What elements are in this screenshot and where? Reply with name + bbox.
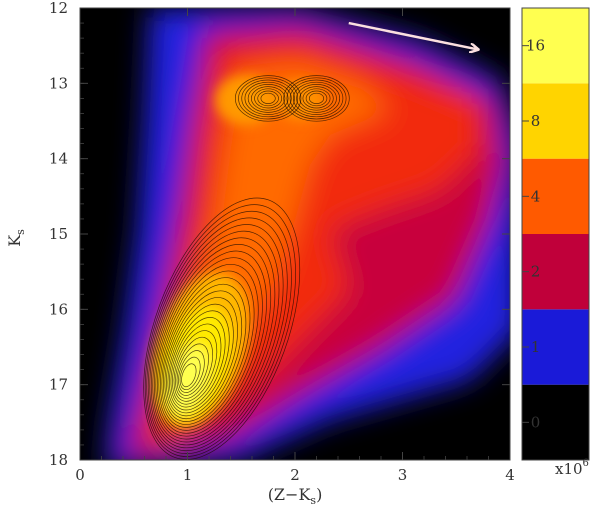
contour-line	[178, 350, 205, 393]
colorbar-level-label: 1	[531, 338, 541, 356]
colorbar-swatch	[522, 384, 589, 460]
y-axis: 12 13 14 15 16 17 18	[49, 0, 510, 469]
contour-line	[308, 92, 325, 104]
contour-line	[144, 204, 296, 457]
direction-arrow	[348, 21, 478, 49]
colorbar-level-label: 2	[531, 263, 541, 281]
x-tick-label: 0	[75, 466, 85, 484]
colorbar-swatch	[522, 234, 589, 310]
contour-line	[150, 230, 280, 446]
contour-line	[155, 250, 267, 437]
colorbar-level-label: 4	[531, 187, 541, 205]
contour-line	[234, 75, 302, 122]
contour-line	[169, 310, 230, 411]
contour-line	[159, 270, 255, 428]
colorbar-swatch	[522, 158, 589, 234]
x-tick-label: 1	[183, 466, 193, 484]
contour-line	[241, 79, 295, 118]
contour-line	[254, 88, 283, 109]
contour-line	[163, 283, 247, 422]
contour-line	[161, 277, 251, 425]
contour-line	[244, 81, 292, 115]
contour-line	[167, 303, 234, 414]
contour-line	[146, 210, 292, 454]
contour-line	[164, 290, 243, 420]
contour-lines	[143, 75, 350, 460]
contour-line	[152, 237, 276, 443]
contour-line	[289, 79, 344, 118]
contour-line	[283, 75, 350, 122]
y-tick-label: 15	[49, 225, 68, 243]
y-tick-label: 14	[49, 150, 68, 168]
x-tick-label: 2	[290, 466, 300, 484]
heatmap-plot	[80, 8, 510, 460]
contour-line	[143, 197, 301, 460]
contour-line	[179, 356, 201, 391]
x-tick-label: 4	[505, 466, 515, 484]
contour-line	[238, 77, 299, 120]
colorbar-swatch	[522, 8, 589, 84]
colorbar-level-label: 16	[526, 37, 545, 55]
contour-line	[286, 77, 347, 120]
colorbar-level-label: 8	[531, 112, 541, 130]
y-tick-label: 16	[49, 300, 68, 318]
contour-line	[173, 330, 218, 402]
contour-line	[147, 217, 288, 452]
contour-line	[250, 86, 286, 111]
x-tick-label: 3	[398, 466, 408, 484]
y-tick-label: 18	[49, 451, 68, 469]
colorbar-frame	[521, 7, 590, 461]
contour-line	[170, 317, 226, 408]
colorbar: 0 1 2 4 8 16	[521, 7, 590, 461]
y-axis-label: Ks	[5, 229, 27, 247]
x-axis: 0 1 2 3 4	[75, 8, 515, 484]
contour-line	[305, 90, 328, 107]
contour-line	[181, 363, 197, 388]
colorbar-swatch	[522, 83, 589, 159]
contour-line	[260, 92, 276, 104]
y-tick-label: 17	[49, 376, 68, 394]
y-tick-label: 13	[49, 74, 68, 92]
contour-line	[153, 244, 272, 440]
contour-line	[175, 336, 214, 399]
x-axis-label: (Z−Ks)	[268, 485, 323, 507]
contour-line	[292, 81, 341, 115]
contour-line	[299, 86, 334, 111]
contour-line	[158, 263, 259, 431]
contour-line	[296, 84, 337, 113]
colorbar-swatch	[522, 309, 589, 385]
y-tick-label: 12	[49, 0, 68, 17]
colorbar-level-label: 0	[531, 413, 541, 431]
contour-line	[247, 84, 289, 113]
contour-line	[149, 224, 284, 449]
contour-line	[172, 323, 222, 405]
colorbar-multiplier: x106	[555, 458, 589, 478]
contour-line	[302, 88, 331, 109]
contour-line	[156, 257, 263, 434]
contour-line	[166, 297, 238, 417]
contour-line	[176, 343, 209, 396]
contour-line	[257, 90, 279, 107]
